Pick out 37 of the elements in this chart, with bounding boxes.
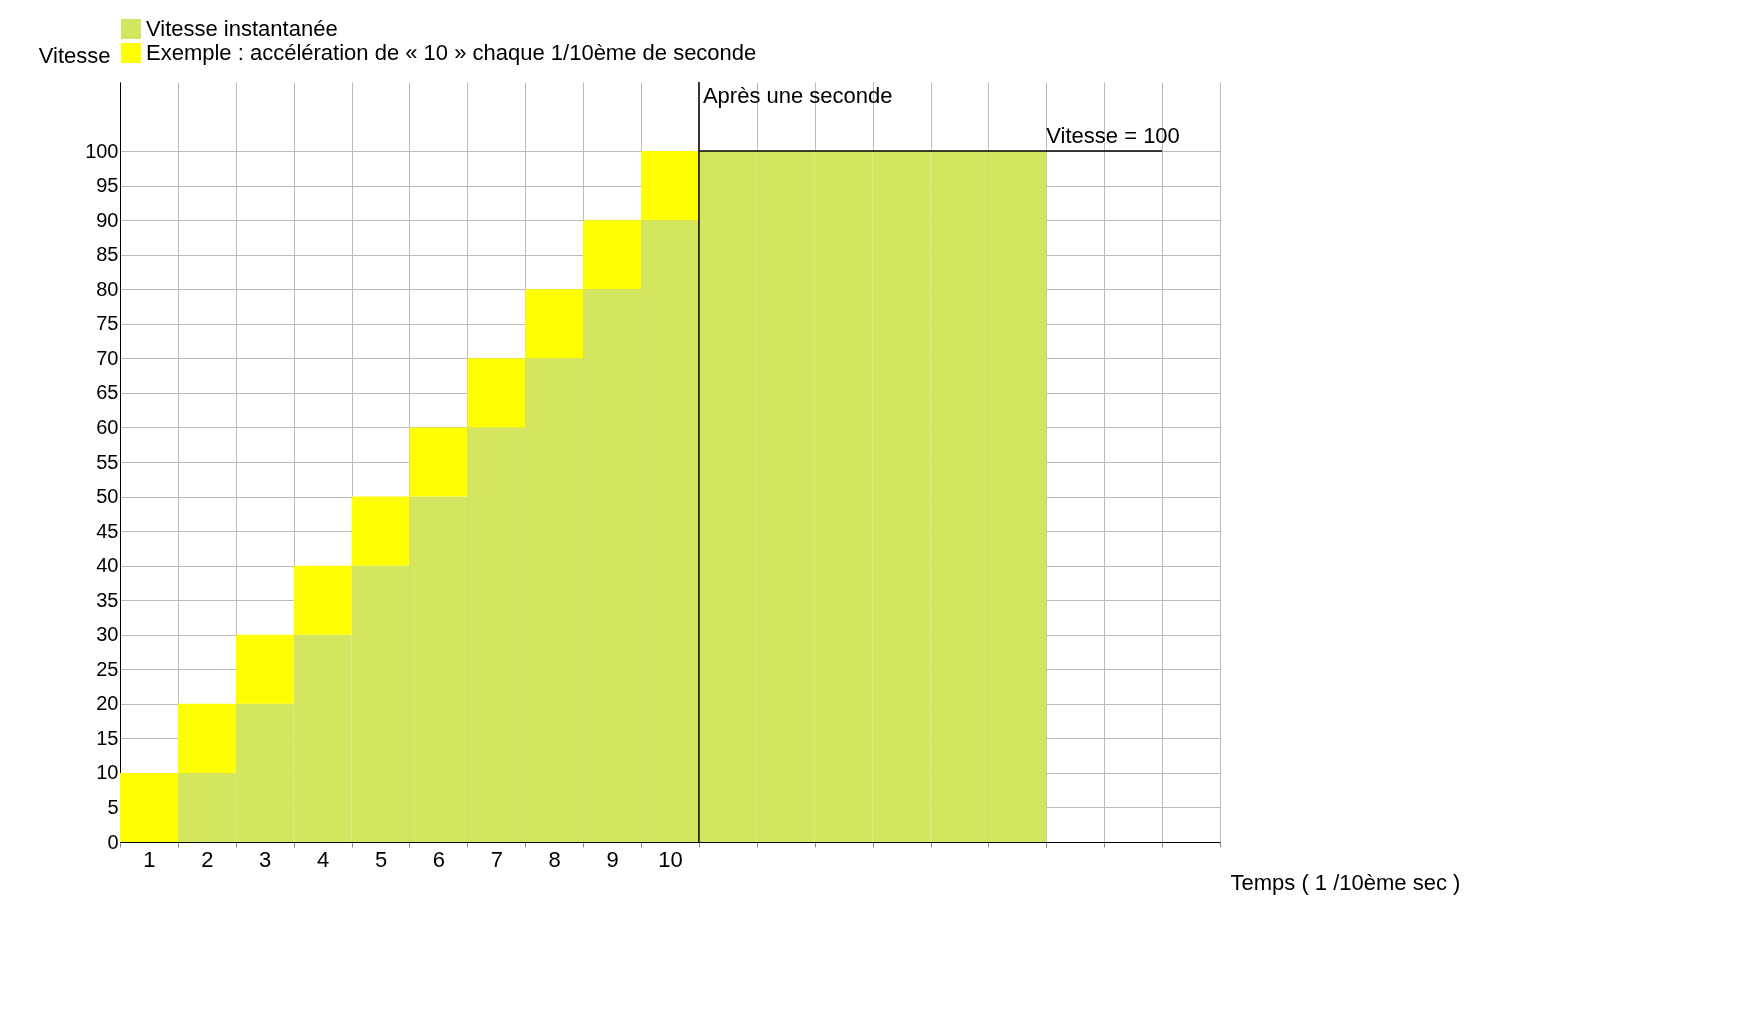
y-tick-label: 20 [96,692,119,715]
x-tick-label: 3 [259,846,272,872]
y-tick-label: 45 [96,519,119,542]
y-tick-label: 15 [96,726,119,749]
y-axis-title: Vitesse [38,42,111,68]
legend-label: Exemple : accélération de « 10 » chaque 1/10ème de seconde [146,40,757,65]
y-tick-label: 10 [96,761,119,784]
legend-label: Vitesse instantanée [146,16,338,41]
y-tick-label: 0 [107,830,119,853]
y-tick-label: 90 [96,208,119,231]
y-tick-label: 35 [96,588,119,611]
y-tick-label: 70 [96,346,119,369]
y-tick-label: 25 [96,657,119,680]
y-tick-label: 80 [96,277,119,300]
y-tick-label: 60 [96,415,119,438]
y-tick-label: 65 [96,381,119,404]
x-tick-label: 5 [374,846,388,872]
x-tick-label: 6 [432,846,446,872]
x-tick-label: 9 [606,846,619,872]
x-tick-label: 2 [201,846,214,872]
x-tick-label: 10 [658,846,683,872]
y-tick-label: 40 [96,554,119,577]
ref-line-label: Vitesse = 100 [1046,123,1180,149]
y-tick-label: 100 [85,139,119,162]
x-axis-title: Temps ( 1 /10ème sec ) [1230,869,1461,895]
x-tick-label: 8 [548,846,561,872]
y-tick-label: 75 [96,312,119,335]
y-tick-label: 50 [96,485,119,508]
ref-line-label: Après une seconde [702,83,893,108]
y-tick-label: 55 [96,450,119,473]
y-tick-label: 5 [107,795,119,818]
x-tick-label: 7 [490,846,503,872]
y-tick-label: 30 [96,623,119,646]
y-tick-label: 95 [96,174,119,197]
y-tick-label: 85 [96,243,119,266]
x-tick-label: 1 [143,846,156,872]
x-tick-label: 4 [317,846,330,872]
